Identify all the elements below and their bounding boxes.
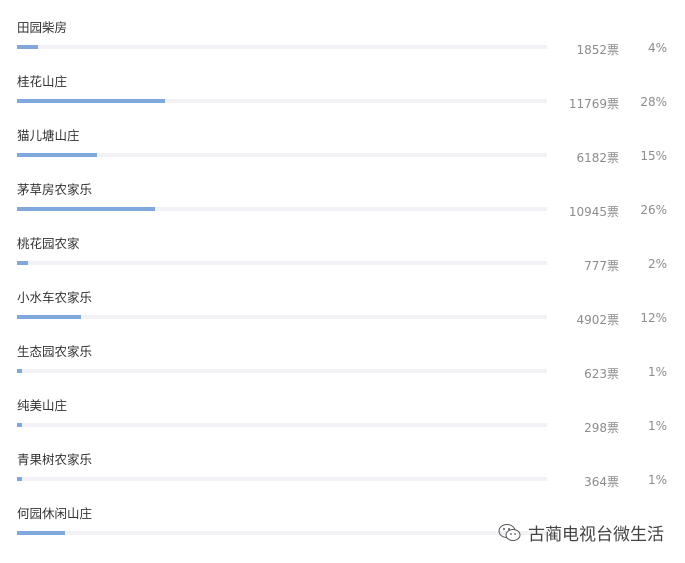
progress-track bbox=[17, 423, 547, 427]
vote-option-row: 茅草房农家乐 10945票 26% bbox=[0, 172, 685, 226]
option-name: 猫儿塘山庄 bbox=[17, 128, 80, 143]
option-name: 何园休闲山庄 bbox=[17, 506, 93, 521]
vote-percent: 15% bbox=[640, 149, 667, 163]
vote-percent: 1% bbox=[647, 419, 667, 433]
vote-option-row: 小水车农家乐 4902票 12% bbox=[0, 280, 685, 334]
option-name: 青果树农家乐 bbox=[17, 452, 93, 467]
vote-count: 1852票 bbox=[576, 43, 619, 57]
vote-percent: 1% bbox=[647, 473, 667, 487]
progress-fill bbox=[17, 99, 166, 103]
option-name: 纯美山庄 bbox=[17, 398, 68, 413]
vote-option-row: 青果树农家乐 364票 1% bbox=[0, 442, 685, 496]
option-name: 小水车农家乐 bbox=[17, 290, 93, 305]
progress-fill bbox=[17, 369, 23, 373]
progress-fill bbox=[17, 315, 81, 319]
progress-track bbox=[17, 99, 547, 103]
vote-count: 6182票 bbox=[576, 151, 619, 165]
progress-fill bbox=[17, 477, 23, 481]
option-name: 桂花山庄 bbox=[17, 74, 68, 89]
progress-fill bbox=[17, 207, 155, 211]
vote-count: 364票 bbox=[584, 475, 619, 489]
progress-track bbox=[17, 153, 547, 157]
vote-count: 11769票 bbox=[568, 97, 619, 111]
vote-option-row: 桃花园农家 777票 2% bbox=[0, 226, 685, 280]
vote-count: 298票 bbox=[584, 421, 619, 435]
option-name: 茅草房农家乐 bbox=[17, 182, 93, 197]
vote-option-row: 田园柴房 1852票 4% bbox=[0, 10, 685, 64]
progress-track bbox=[17, 531, 547, 535]
watermark: 古蔺电视台微生活 bbox=[498, 520, 664, 545]
progress-track bbox=[17, 477, 547, 481]
vote-option-row: 桂花山庄 11769票 28% bbox=[0, 64, 685, 118]
vote-percent: 4% bbox=[647, 41, 667, 55]
progress-track bbox=[17, 45, 547, 49]
progress-track bbox=[17, 261, 547, 265]
progress-fill bbox=[17, 261, 28, 265]
vote-percent: 2% bbox=[647, 257, 667, 271]
vote-percent: 12% bbox=[640, 311, 667, 325]
vote-percent: 28% bbox=[640, 95, 667, 109]
vote-option-row: 生态园农家乐 623票 1% bbox=[0, 334, 685, 388]
progress-track bbox=[17, 315, 547, 319]
progress-track bbox=[17, 207, 547, 211]
vote-count: 10945票 bbox=[568, 205, 619, 219]
vote-option-row: 何园休闲山庄 bbox=[0, 496, 685, 550]
option-name: 生态园农家乐 bbox=[17, 344, 93, 359]
option-name: 桃花园农家 bbox=[17, 236, 80, 251]
vote-percent: 1% bbox=[647, 365, 667, 379]
vote-percent: 26% bbox=[640, 203, 667, 217]
watermark-text: 古蔺电视台微生活 bbox=[528, 525, 664, 545]
progress-track bbox=[17, 369, 547, 373]
progress-fill bbox=[17, 531, 65, 535]
vote-option-row: 猫儿塘山庄 6182票 15% bbox=[0, 118, 685, 172]
vote-option-row: 纯美山庄 298票 1% bbox=[0, 388, 685, 442]
option-name: 田园柴房 bbox=[17, 20, 68, 35]
progress-fill bbox=[17, 153, 97, 157]
wechat-icon bbox=[498, 523, 522, 543]
vote-count: 4902票 bbox=[576, 313, 619, 327]
progress-fill bbox=[17, 423, 23, 427]
progress-fill bbox=[17, 45, 39, 49]
vote-count: 777票 bbox=[584, 259, 619, 273]
vote-count: 623票 bbox=[584, 367, 619, 381]
